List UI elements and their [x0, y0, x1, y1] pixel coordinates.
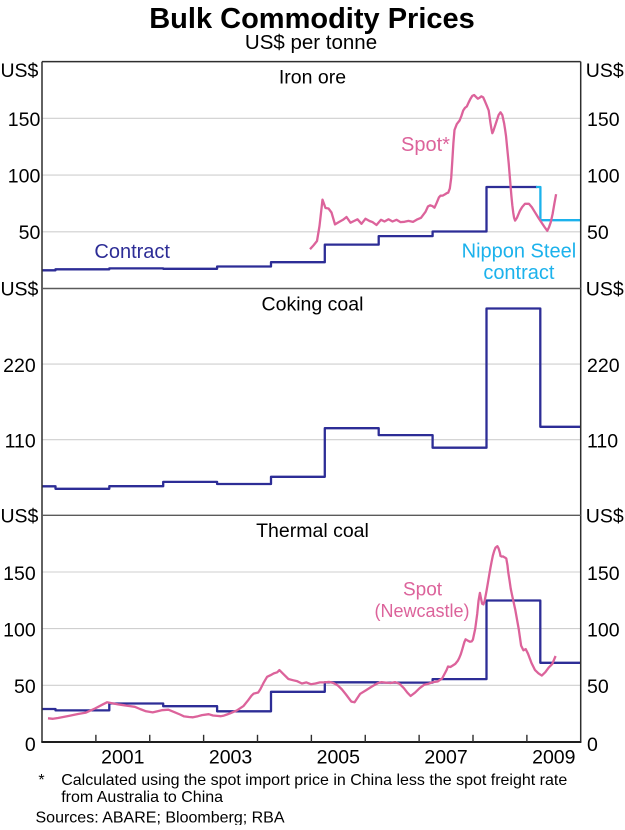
svg-text:from Australia to China: from Australia to China — [61, 789, 223, 806]
svg-text:US$: US$ — [0, 279, 38, 301]
svg-text:50: 50 — [587, 222, 609, 244]
svg-text:(Newcastle): (Newcastle) — [374, 601, 469, 621]
svg-text:*: * — [38, 772, 44, 789]
svg-text:150: 150 — [8, 109, 41, 131]
svg-text:110: 110 — [587, 431, 618, 453]
svg-text:100: 100 — [587, 166, 620, 188]
svg-text:100: 100 — [3, 620, 36, 642]
svg-text:50: 50 — [19, 222, 41, 244]
svg-text:Contract: Contract — [94, 241, 170, 263]
svg-text:50: 50 — [587, 676, 609, 698]
svg-text:Bulk Commodity Prices: Bulk Commodity Prices — [149, 3, 475, 35]
svg-text:2001: 2001 — [101, 747, 144, 769]
svg-text:US$: US$ — [0, 60, 38, 82]
svg-text:US$: US$ — [586, 279, 624, 301]
svg-text:100: 100 — [8, 166, 41, 188]
svg-text:2005: 2005 — [317, 747, 361, 769]
svg-text:Coking coal: Coking coal — [262, 293, 364, 315]
svg-text:100: 100 — [587, 620, 620, 642]
svg-text:0: 0 — [587, 734, 598, 756]
svg-text:Iron ore: Iron ore — [279, 66, 346, 88]
svg-text:Thermal coal: Thermal coal — [256, 520, 369, 542]
svg-text:2009: 2009 — [532, 747, 575, 769]
svg-text:0: 0 — [25, 734, 36, 756]
svg-text:US$: US$ — [0, 505, 38, 527]
svg-text:Calculated using the spot impo: Calculated using the spot import price i… — [61, 772, 567, 789]
svg-text:50: 50 — [14, 676, 36, 698]
svg-text:contract: contract — [483, 262, 555, 284]
svg-text:220: 220 — [587, 355, 620, 377]
svg-text:US$ per tonne: US$ per tonne — [245, 31, 377, 54]
svg-text:Nippon Steel: Nippon Steel — [462, 241, 577, 263]
svg-text:US$: US$ — [586, 505, 624, 527]
svg-text:Spot: Spot — [403, 580, 443, 601]
svg-text:US$: US$ — [586, 60, 624, 82]
svg-text:150: 150 — [587, 563, 620, 585]
svg-text:220: 220 — [3, 355, 36, 377]
svg-text:150: 150 — [587, 109, 620, 131]
svg-text:Spot*: Spot* — [401, 134, 450, 156]
svg-text:Sources: ABARE; Bloomberg; RBA: Sources: ABARE; Bloomberg; RBA — [36, 809, 285, 825]
svg-text:2003: 2003 — [209, 747, 252, 769]
svg-text:110: 110 — [5, 431, 36, 453]
svg-text:2007: 2007 — [424, 747, 467, 769]
svg-text:150: 150 — [3, 563, 36, 585]
